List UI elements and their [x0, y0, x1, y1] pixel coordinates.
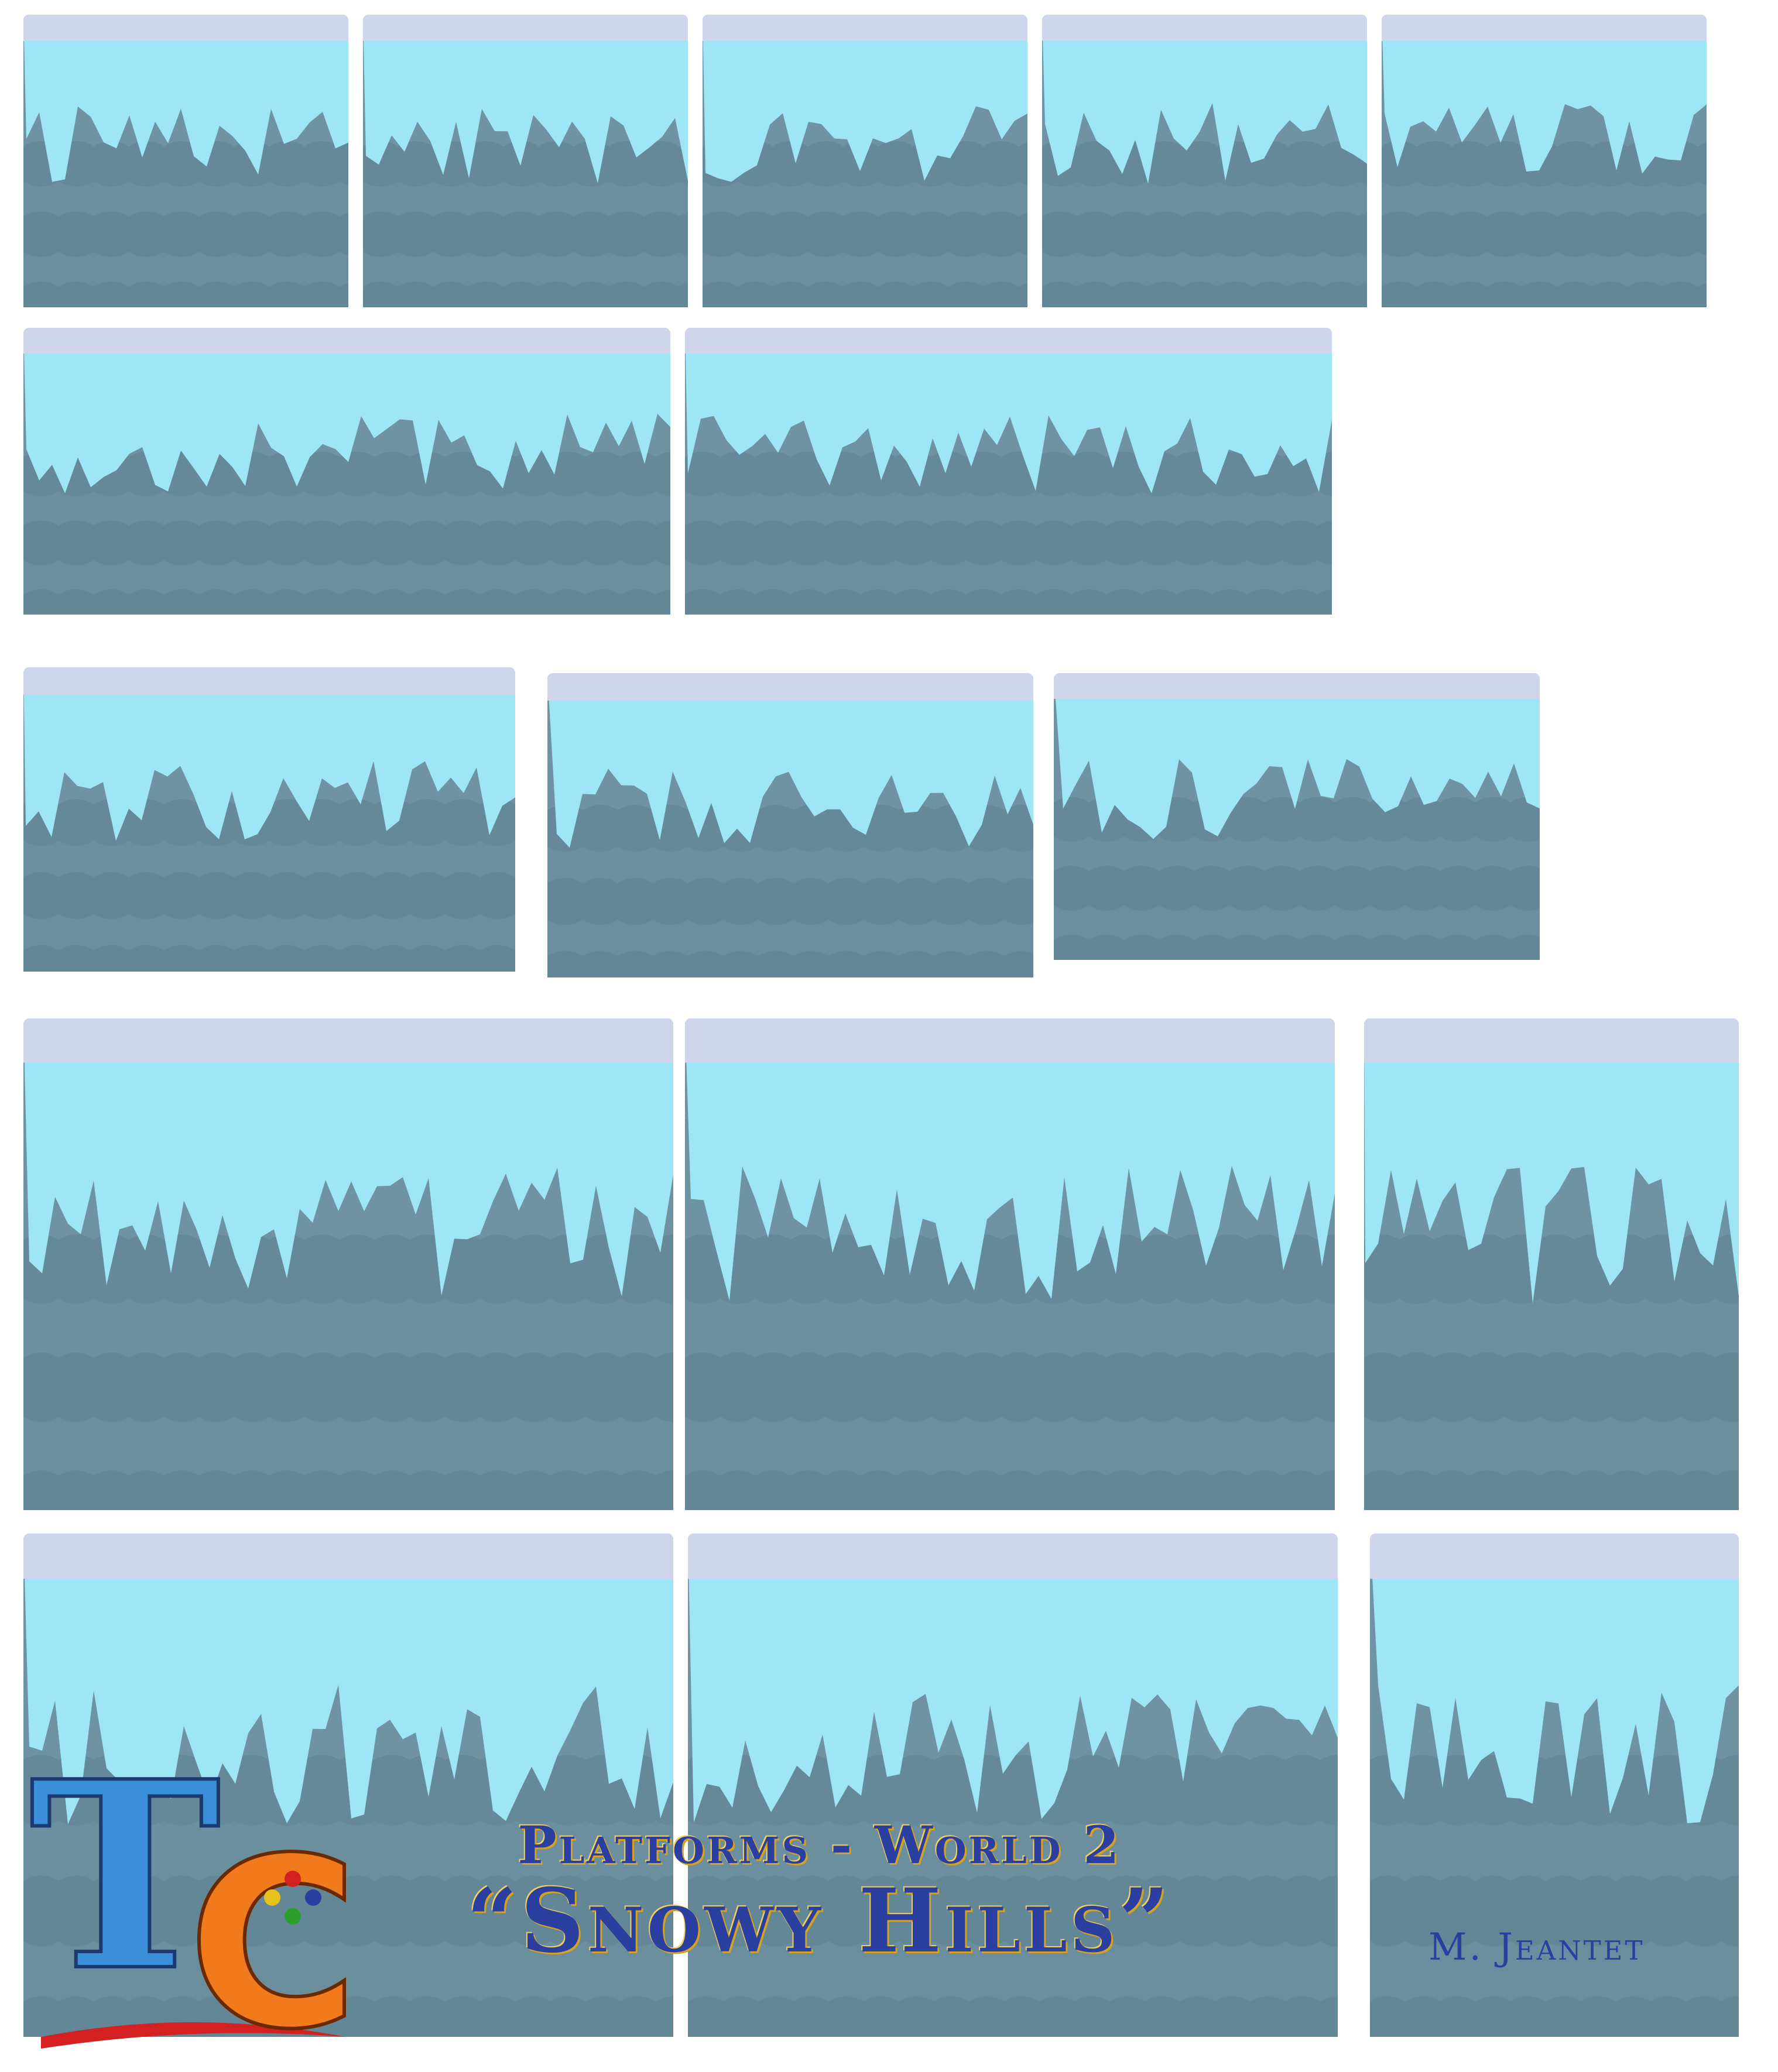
logo-swoosh — [41, 2022, 345, 2049]
platform-tile-r3-2 — [547, 673, 1033, 977]
rock-band — [23, 589, 670, 615]
platform-tile-r1-3 — [703, 15, 1027, 307]
platform-tile-r4-1 — [23, 1018, 673, 1510]
tile-art — [1042, 15, 1367, 307]
snow-cap — [23, 1534, 673, 1579]
rock-band — [685, 589, 1332, 615]
ice-layer — [1054, 673, 1540, 839]
tile-art — [23, 1018, 673, 1510]
ice-layer — [23, 667, 515, 841]
snow-cap — [23, 15, 348, 41]
logo-letter-t: T — [29, 1733, 221, 2028]
rock-band — [1370, 1996, 1739, 2037]
logo-letter-c: C — [187, 1809, 359, 2060]
rock-band — [547, 951, 1033, 977]
rock-band — [1382, 282, 1707, 307]
author-credit: M. Jeantet — [1428, 1926, 1645, 1969]
platform-tile-r3-1 — [23, 667, 515, 972]
title-line-1: Platforms - World 2 — [518, 1814, 1122, 1875]
snow-cap — [23, 1018, 673, 1063]
tile-art — [1382, 15, 1707, 307]
snow-cap — [23, 328, 670, 354]
tile-art — [1054, 673, 1540, 960]
ice-layer — [547, 673, 1033, 848]
ice-layer — [1370, 1534, 1739, 1823]
ice-layer — [363, 15, 688, 183]
tile-art — [547, 673, 1033, 977]
tile-art — [685, 1018, 1335, 1510]
platform-tile-r2-2 — [685, 328, 1332, 615]
logo-dot-red — [285, 1871, 301, 1887]
ice-layer — [23, 1534, 673, 1824]
snow-cap — [363, 15, 688, 41]
snow-cap — [703, 15, 1027, 41]
tile-art — [688, 1534, 1338, 2037]
platform-tile-r1-2 — [363, 15, 688, 307]
tile-art — [23, 667, 515, 972]
tile-art — [363, 15, 688, 307]
tile-art — [23, 1534, 673, 2037]
rock-band — [1364, 1470, 1739, 1510]
tile-art — [23, 15, 348, 307]
snow-cap — [688, 1534, 1338, 1579]
ice-layer — [23, 1018, 673, 1297]
logo-dot-blue — [305, 1889, 321, 1906]
ice-layer — [685, 328, 1332, 493]
logo-dot-green — [285, 1908, 301, 1925]
snow-cap — [685, 1018, 1335, 1063]
tile-art — [685, 328, 1332, 615]
ice-layer — [1382, 15, 1707, 174]
snow-cap — [685, 328, 1332, 354]
platform-tile-r4-2 — [685, 1018, 1335, 1510]
rock-band — [23, 1470, 673, 1510]
platform-tile-r5-2 — [688, 1534, 1338, 2037]
rock-band — [688, 1996, 1338, 2037]
snow-cap — [1382, 15, 1707, 41]
rock-band — [1042, 282, 1367, 307]
tile-art — [1364, 1018, 1739, 1510]
platform-tile-r5-3 — [1370, 1534, 1739, 2037]
platform-tile-r1-5 — [1382, 15, 1707, 307]
snow-cap — [1054, 673, 1540, 699]
snow-cap — [1370, 1534, 1739, 1579]
snow-cap — [1364, 1018, 1739, 1063]
tile-art — [1370, 1534, 1739, 2037]
rock-band — [363, 282, 688, 307]
ice-layer — [23, 328, 670, 493]
ice-layer — [685, 1018, 1335, 1301]
ice-layer — [1364, 1018, 1739, 1303]
snow-cap — [1042, 15, 1367, 41]
ice-layer — [703, 15, 1027, 182]
platform-tile-r4-3 — [1364, 1018, 1739, 1510]
platform-tile-r3-3 — [1054, 673, 1540, 960]
platform-tile-r1-4 — [1042, 15, 1367, 307]
title-line-2: “Snowy Hills” — [467, 1869, 1173, 1972]
ice-layer — [688, 1534, 1338, 1823]
snow-cap — [23, 667, 515, 695]
platform-tile-r1-1 — [23, 15, 348, 307]
sheet-title: Platforms - World 2 “Snowy Hills” — [381, 1814, 1259, 1972]
ice-layer — [23, 15, 348, 182]
tc-logo: T C — [18, 1723, 392, 2072]
rock-band — [1054, 934, 1540, 960]
tile-art — [23, 328, 670, 615]
rock-band — [23, 945, 515, 972]
logo-dot-yellow — [264, 1889, 280, 1906]
tile-art — [703, 15, 1027, 307]
rock-band — [685, 1470, 1335, 1510]
rock-band — [23, 282, 348, 307]
platform-tile-r2-1 — [23, 328, 670, 615]
platform-tile-r5-1 — [23, 1534, 673, 2037]
ice-layer — [1042, 15, 1367, 184]
rock-band — [703, 282, 1027, 307]
snow-cap — [547, 673, 1033, 701]
